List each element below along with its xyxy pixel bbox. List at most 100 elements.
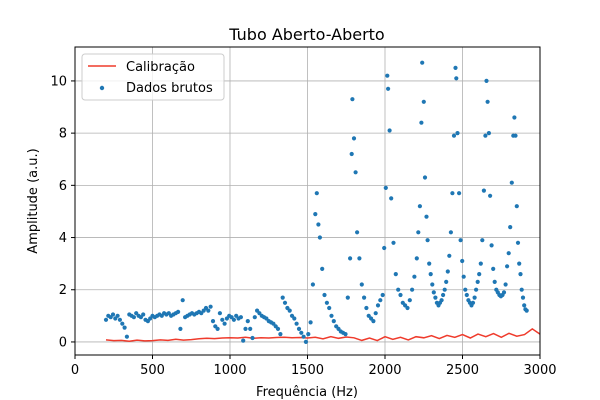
x-tick-label: 2500 [446,363,479,378]
dados-brutos-point [483,133,488,138]
x-tick-label: 500 [140,363,165,378]
y-tick-label: 0 [59,335,67,350]
dados-brutos-point [486,131,491,136]
dados-brutos-point [491,266,496,271]
x-tick-label: 3000 [523,363,556,378]
dados-brutos-point [519,287,524,292]
x-tick-label: 2000 [368,363,401,378]
dados-brutos-point [514,204,519,209]
axis-ticks: 0 500 1000 1500 2000 2500 3000 0 2 4 6 8 10 [50,74,556,378]
dados-brutos-point [389,196,394,201]
dados-brutos-point [472,295,477,300]
dados-brutos-point [313,212,318,217]
dados-brutos-point [349,151,354,157]
dados-brutos-point [485,99,490,104]
dados-brutos-point [512,115,517,120]
dados-brutos-point [103,317,109,322]
chart-title: Tubo Aberto-Aberto [228,25,384,44]
dados-brutos-point [433,295,438,300]
grid [74,47,541,355]
dados-brutos-point [503,282,508,287]
dados-brutos-point [414,256,419,261]
dados-brutos-point [447,253,452,258]
dados-brutos-point [380,292,385,298]
dados-brutos-point [451,133,457,138]
plot-area [103,60,541,344]
dados-brutos-point [176,309,181,314]
dados-brutos-point [252,315,257,320]
dados-brutos-point [238,315,243,320]
dados-brutos-point [410,287,415,292]
y-tick-label: 4 [59,231,67,246]
dados-brutos-point [422,175,428,180]
dados-brutos-point [322,292,327,298]
dados-brutos-point [518,272,523,277]
dados-brutos-point [215,326,220,331]
dados-brutos-point [501,290,507,295]
dados-brutos-point [424,214,429,219]
dados-brutos-point [375,303,381,308]
dados-brutos-point [210,319,216,324]
dados-brutos-point [350,97,355,102]
dados-brutos-point [453,65,458,70]
dados-brutos-point [477,272,482,277]
dados-brutos-point [420,60,425,65]
x-tick-label: 1000 [213,363,246,378]
dados-brutos-point [222,321,227,326]
dados-brutos-point [303,339,308,344]
dados-brutos-point [294,321,299,326]
dados-brutos-point [442,287,447,292]
dados-brutos-point [458,238,463,243]
dados-brutos-point [178,326,183,331]
dados-brutos-point [517,261,522,266]
dados-brutos-point [427,261,432,266]
dados-brutos-point [481,188,486,193]
dados-brutos-point [241,338,246,343]
dados-brutos-point [243,326,248,331]
dados-brutos-point [445,269,450,274]
dados-brutos-point [509,180,514,185]
dados-brutos-point [405,305,410,311]
dados-brutos-point [299,330,304,335]
dados-brutos-point [316,222,321,227]
dados-brutos-point [444,279,449,284]
dados-brutos-point [419,120,424,125]
dados-brutos-point [416,230,421,235]
dados-brutos-point [308,320,313,325]
dados-brutos-point [287,308,292,313]
dados-brutos-point [357,256,362,261]
calibracao-line [105,327,541,342]
dados-brutos-point [120,321,125,326]
dados-brutos-point [475,279,480,284]
dados-brutos-point [248,326,253,331]
dados-brutos-point [345,295,350,300]
dados-brutos-point [430,282,435,287]
dados-brutos-point [425,238,430,243]
y-axis-label: Amplitude (a.u.) [26,148,41,253]
dados-brutos-point [470,300,476,305]
dados-brutos-point [524,308,529,313]
dados-brutos-point [329,313,334,318]
dados-brutos-point [355,230,360,235]
legend-dados-brutos-swatch [99,85,105,91]
dados-brutos-point [505,264,510,269]
dados-brutos-point [331,319,336,324]
x-tick-label: 0 [71,363,79,378]
y-tick-label: 6 [59,179,67,194]
dados-brutos-point [484,78,489,83]
dados-brutos-point [457,191,462,196]
dados-brutos-point [301,334,306,339]
dados-brutos-point [306,332,311,337]
dados-brutos-point [362,295,367,300]
dados-brutos-point [428,272,433,277]
dados-brutos-point [292,316,297,321]
dados-brutos-point [474,287,479,292]
dados-brutos-point [522,303,527,308]
dados-brutos-point [454,76,459,81]
dados-brutos-point [515,240,521,245]
dados-brutos-point [417,204,422,209]
dados-brutos-point [386,86,391,91]
dados-brutos-point [371,319,376,324]
dados-brutos-point [117,317,122,322]
dados-brutos-point [275,326,281,331]
